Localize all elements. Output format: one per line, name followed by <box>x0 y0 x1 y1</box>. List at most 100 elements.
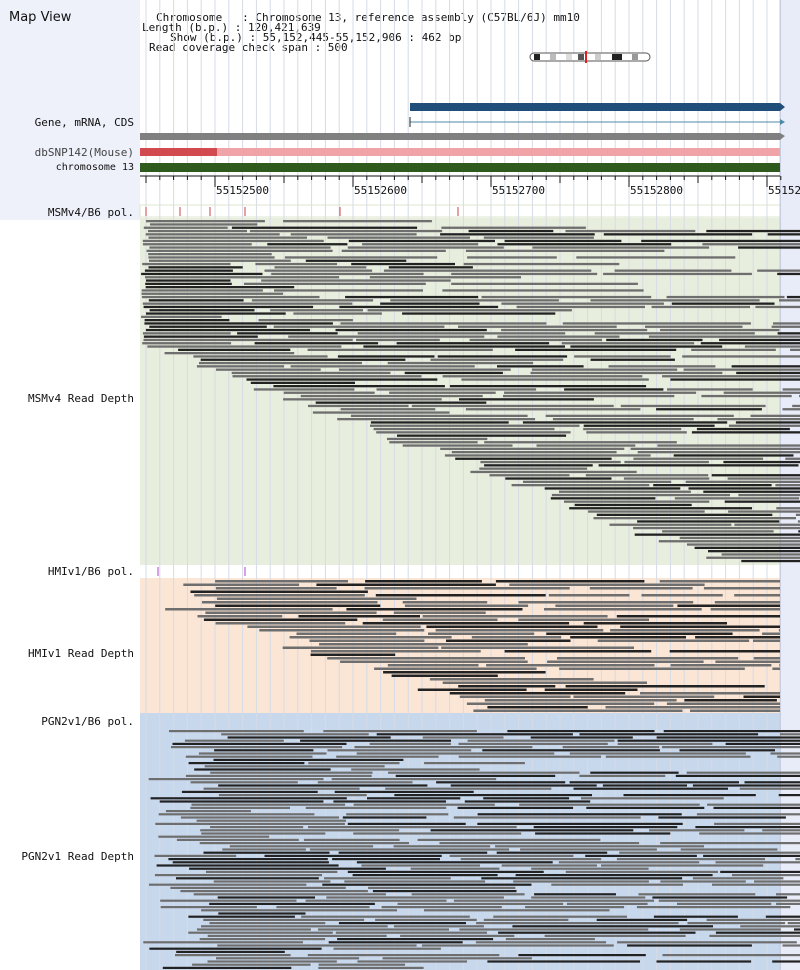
read <box>324 877 451 880</box>
read <box>451 272 598 276</box>
read <box>259 629 425 632</box>
read <box>155 822 345 825</box>
read <box>753 639 780 642</box>
read <box>565 229 696 233</box>
read <box>606 338 703 342</box>
read <box>782 408 800 411</box>
read <box>172 861 329 864</box>
read <box>310 653 396 656</box>
hmi-pol-label: HMIv1/B6 pol. <box>47 565 134 578</box>
read <box>504 650 652 653</box>
read <box>677 902 772 905</box>
read <box>143 941 303 944</box>
read <box>457 806 574 809</box>
read <box>451 282 638 285</box>
read <box>558 861 700 864</box>
read <box>530 736 633 739</box>
read <box>776 902 800 905</box>
read <box>593 517 796 520</box>
read <box>159 800 324 803</box>
read <box>570 636 686 639</box>
read <box>663 730 800 733</box>
read <box>215 604 381 607</box>
read <box>300 739 451 742</box>
read <box>346 608 523 611</box>
read <box>495 580 645 583</box>
read <box>569 507 752 510</box>
read <box>428 632 535 635</box>
read <box>731 365 800 368</box>
read <box>725 742 800 745</box>
read <box>744 781 800 784</box>
read <box>459 398 594 401</box>
read <box>305 259 407 262</box>
read <box>273 325 445 328</box>
read <box>566 902 648 905</box>
read <box>605 706 780 709</box>
read <box>470 470 637 474</box>
read <box>149 246 331 249</box>
read <box>201 925 388 928</box>
read <box>610 629 760 632</box>
read <box>735 421 800 424</box>
read <box>436 781 566 784</box>
read <box>334 790 474 793</box>
read <box>273 385 445 388</box>
read <box>143 305 314 309</box>
read <box>792 404 800 408</box>
read <box>148 236 307 239</box>
read <box>518 618 649 621</box>
read <box>623 477 710 480</box>
read <box>171 746 343 749</box>
read <box>376 388 537 391</box>
read <box>662 375 800 378</box>
read <box>144 322 333 325</box>
read <box>210 826 304 829</box>
read <box>467 256 557 259</box>
read <box>389 441 478 444</box>
read <box>422 736 504 739</box>
read <box>648 335 800 338</box>
read <box>458 685 556 688</box>
read <box>666 702 780 705</box>
read <box>459 928 649 931</box>
read <box>426 625 598 628</box>
read <box>338 922 466 925</box>
read <box>149 259 291 262</box>
read <box>180 890 368 893</box>
read <box>475 941 607 944</box>
read <box>249 229 443 233</box>
read <box>583 427 682 431</box>
read <box>673 454 794 457</box>
read <box>361 864 480 867</box>
chromosome-bar <box>140 163 780 172</box>
read <box>344 880 486 883</box>
pgn-reads <box>143 730 800 969</box>
read <box>327 749 472 752</box>
read <box>375 918 477 921</box>
read <box>215 587 337 590</box>
read <box>397 434 567 437</box>
read <box>385 787 552 790</box>
hmi-reads <box>165 580 780 712</box>
show-range-info: Show (b.p.) : 55,152,445-55,152,906 : 46… <box>170 31 462 44</box>
read <box>185 774 372 777</box>
read <box>449 692 626 695</box>
read <box>440 233 595 236</box>
read <box>715 861 800 864</box>
read <box>147 345 342 348</box>
read <box>449 854 574 857</box>
read <box>609 523 732 526</box>
read <box>176 838 299 841</box>
read <box>772 667 780 670</box>
read <box>142 262 231 266</box>
read <box>616 858 765 861</box>
read <box>264 854 442 857</box>
read <box>290 365 475 368</box>
read <box>357 332 566 335</box>
read <box>744 345 800 348</box>
read <box>382 957 532 960</box>
read <box>778 629 780 632</box>
read <box>719 338 800 342</box>
